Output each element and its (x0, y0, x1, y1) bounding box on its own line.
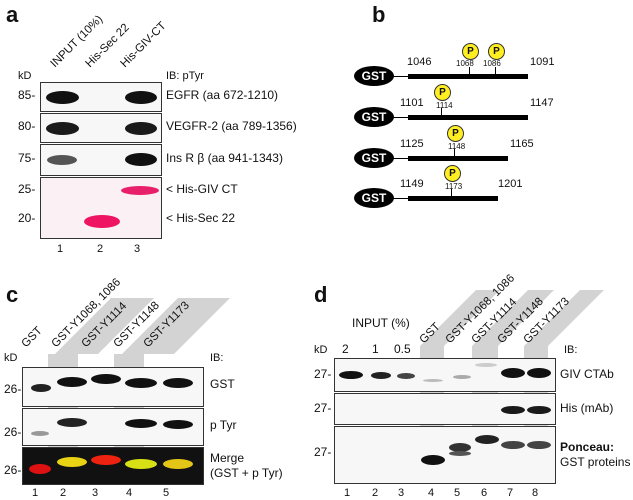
lane-number-c5: 5 (163, 487, 170, 499)
blot-label-d-gst-proteins: GST proteins (560, 455, 631, 469)
lane-number-c2: 2 (60, 487, 67, 499)
mw-a-25: 25- (18, 182, 36, 196)
lane-number-d5: 5 (454, 487, 461, 499)
construct-2-start: 1101 (400, 97, 424, 109)
blot-label-egfr: EGFR (aa 672-1210) (166, 88, 279, 102)
site-1173: 1173 (445, 182, 463, 191)
panel-a-label: a (6, 2, 19, 27)
ponceau-label-sec22: < His-Sec 22 (166, 211, 236, 225)
mw-a-80: 80- (18, 119, 36, 133)
mw-d-27a: 27- (314, 367, 332, 381)
lane-label-c1: GST (19, 324, 45, 350)
mw-d-27b: 27- (314, 401, 332, 415)
blot-label-d-givctab: GIV CTAb (560, 367, 614, 381)
mw-a-85: 85- (18, 88, 36, 102)
construct-1-end: 1091 (530, 56, 555, 68)
blot-label-c-merge: Merge (210, 451, 245, 465)
mw-c-26a: 26- (4, 382, 22, 396)
blot-d-his (334, 393, 556, 425)
mw-c-26b: 26- (4, 425, 22, 439)
gst-tag-4: GST (354, 188, 394, 208)
site-1114: 1114 (436, 101, 453, 110)
construct-3-end: 1165 (510, 138, 534, 150)
construct-3-start: 1125 (400, 138, 424, 150)
kd-label-a: kD (18, 70, 32, 82)
blot-c-merge (22, 447, 204, 485)
blot-label-c-ptyr: p Tyr (210, 418, 237, 432)
blot-d-givctab (334, 358, 556, 392)
construct-bar-2 (408, 115, 528, 120)
construct-bar-1 (408, 74, 528, 79)
ib-label-a: IB: pTyr (166, 70, 204, 82)
phospho-site-1086: P (488, 43, 505, 60)
construct-bar-4 (408, 196, 498, 201)
phospho-site-1148: P (447, 125, 464, 142)
gst-tag-1: GST (354, 66, 394, 86)
blot-label-d-ponceau: Ponceau: (560, 440, 615, 454)
blot-insr (40, 144, 162, 176)
blot-label-insr: Ins R β (aa 941-1343) (166, 151, 283, 165)
lane-number-d2: 2 (372, 487, 379, 499)
mw-d-27c: 27- (314, 445, 332, 459)
panel-b-label: b (372, 2, 386, 27)
construct-4-end: 1201 (498, 178, 523, 190)
gst-tag-2: GST (354, 107, 394, 127)
input-level-1: 1 (372, 342, 379, 356)
input-label-d: INPUT (%) (352, 316, 410, 330)
blot-label-c-merge-sub: (GST + p Tyr) (210, 466, 283, 480)
construct-1-start: 1046 (407, 56, 432, 68)
ponceau-label-givct: < His-GIV CT (166, 182, 238, 196)
lane-number-d7: 7 (507, 487, 514, 499)
construct-2-end: 1147 (530, 97, 554, 109)
blot-egfr (40, 82, 162, 112)
construct-bar-3 (408, 156, 508, 161)
lane-number-a3: 3 (134, 243, 141, 255)
panel-d-label: d (314, 282, 328, 307)
lane-number-d8: 8 (532, 487, 539, 499)
ponceau-blot-a (40, 177, 162, 239)
mw-a-20: 20- (18, 211, 36, 225)
ib-label-d: IB: (564, 344, 578, 356)
lane-number-d4: 4 (428, 487, 435, 499)
phospho-site-1068: P (462, 43, 479, 60)
blot-label-vegfr2: VEGFR-2 (aa 789-1356) (166, 119, 297, 133)
blot-vegfr2 (40, 113, 162, 143)
input-level-2: 2 (342, 342, 349, 356)
lane-number-c3: 3 (92, 487, 99, 499)
blot-label-c-gst: GST (210, 377, 235, 391)
panel-c-label: c (6, 282, 19, 307)
phospho-site-1173: P (444, 165, 461, 182)
gst-tag-3: GST (354, 148, 394, 168)
lane-number-c1: 1 (32, 487, 39, 499)
lane-number-a2: 2 (97, 243, 104, 255)
lane-number-c4: 4 (126, 487, 133, 499)
blot-c-ptyr (22, 408, 204, 446)
mw-c-26c: 26- (4, 463, 22, 477)
blot-d-ponceau (334, 426, 556, 484)
site-1086: 1086 (483, 59, 501, 68)
blot-c-gst (22, 367, 204, 407)
kd-label-d: kD (314, 344, 328, 356)
phospho-site-1114: P (434, 84, 451, 101)
lane-number-d6: 6 (481, 487, 488, 499)
blot-label-d-his: His (mAb) (560, 401, 614, 415)
lane-number-d3: 3 (398, 487, 405, 499)
lane-number-a1: 1 (57, 243, 64, 255)
kd-label-c: kD (4, 352, 18, 364)
input-level-05: 0.5 (394, 342, 411, 356)
site-1148: 1148 (448, 142, 466, 151)
ib-label-c: IB: (210, 352, 224, 364)
site-1068: 1068 (456, 59, 474, 68)
mw-a-75: 75- (18, 151, 36, 165)
lane-number-d1: 1 (344, 487, 351, 499)
construct-4-start: 1149 (400, 178, 424, 190)
